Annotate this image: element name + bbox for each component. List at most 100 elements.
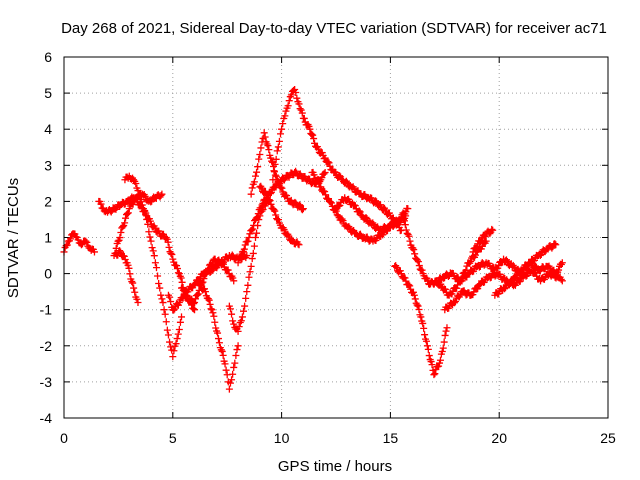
data-point — [295, 241, 303, 249]
data-point — [278, 125, 286, 133]
data-point — [336, 172, 344, 180]
data-point — [141, 206, 149, 214]
data-point — [472, 245, 480, 253]
data-point — [77, 241, 85, 249]
data-point — [144, 220, 152, 228]
data-point — [215, 339, 223, 347]
data-point — [175, 325, 183, 333]
data-point — [234, 259, 242, 267]
data-point — [131, 288, 139, 296]
data-point — [338, 215, 346, 223]
data-point — [267, 188, 275, 196]
data-point — [271, 207, 279, 215]
data-point — [124, 261, 132, 269]
y-tick-label: 5 — [44, 85, 52, 101]
data-point — [176, 318, 184, 326]
data-point — [245, 273, 253, 281]
data-point — [308, 130, 316, 138]
data-point — [536, 251, 544, 259]
series-arc-9 — [225, 197, 273, 335]
data-point — [235, 323, 243, 331]
data-point — [336, 201, 344, 209]
data-point — [117, 248, 125, 256]
data-point — [417, 313, 425, 321]
data-point — [230, 320, 238, 328]
data-point — [421, 331, 429, 339]
data-point — [270, 167, 278, 175]
data-point — [310, 171, 318, 179]
data-point — [271, 171, 279, 179]
data-point — [146, 233, 154, 241]
data-point — [243, 288, 251, 296]
data-point — [413, 256, 421, 264]
y-tick-label: 3 — [44, 157, 52, 173]
data-point — [207, 305, 215, 313]
data-point — [174, 330, 182, 338]
data-point — [351, 202, 359, 210]
data-point — [549, 269, 557, 277]
data-point — [224, 266, 232, 274]
data-point — [473, 243, 481, 251]
data-point — [262, 190, 270, 198]
data-point — [234, 327, 242, 335]
data-point — [247, 190, 255, 198]
data-point — [291, 85, 299, 93]
data-point — [267, 154, 275, 162]
data-point — [150, 252, 158, 260]
data-point — [263, 140, 271, 148]
chart-title: Day 268 of 2021, Sidereal Day-to-day VTE… — [61, 20, 607, 37]
data-point — [299, 205, 307, 213]
data-point — [191, 295, 199, 303]
data-point — [451, 297, 459, 305]
data-point — [501, 285, 509, 293]
data-point — [298, 206, 306, 214]
data-point — [322, 191, 330, 199]
data-point — [505, 281, 513, 289]
data-point — [325, 159, 333, 167]
data-point — [318, 174, 326, 182]
data-point — [321, 169, 329, 177]
data-point — [152, 264, 160, 272]
data-point — [265, 146, 273, 154]
data-point — [225, 385, 233, 393]
data-point — [246, 268, 254, 276]
data-point — [345, 223, 353, 231]
data-point — [389, 222, 397, 230]
data-point — [405, 232, 413, 240]
x-tick-label: 25 — [600, 430, 616, 446]
data-point — [247, 262, 255, 270]
data-point — [219, 351, 227, 359]
data-point — [321, 154, 329, 162]
data-point — [296, 105, 304, 113]
data-point — [548, 244, 556, 252]
data-point — [125, 264, 133, 272]
data-point — [208, 306, 216, 314]
data-point — [173, 335, 181, 343]
data-point — [425, 352, 433, 360]
data-point — [157, 291, 165, 299]
data-point — [210, 312, 218, 320]
data-point — [415, 305, 423, 313]
data-point — [228, 376, 236, 384]
data-point — [138, 201, 146, 209]
data-point — [126, 270, 134, 278]
series-arc-11 — [247, 129, 307, 214]
data-point — [200, 275, 208, 283]
data-point — [404, 231, 412, 239]
data-point — [410, 291, 418, 299]
data-point — [274, 177, 282, 185]
data-point — [206, 300, 214, 308]
data-point — [300, 114, 308, 122]
data-point — [419, 319, 427, 327]
data-point — [272, 172, 280, 180]
data-point — [134, 187, 142, 195]
data-point — [270, 206, 278, 214]
data-point — [513, 272, 521, 280]
y-tick-label: -1 — [40, 302, 53, 318]
data-point — [423, 342, 431, 350]
data-point — [163, 326, 171, 334]
data-point — [279, 120, 287, 128]
data-point — [339, 217, 347, 225]
series-arc-8 — [195, 280, 242, 393]
data-point — [240, 245, 248, 253]
